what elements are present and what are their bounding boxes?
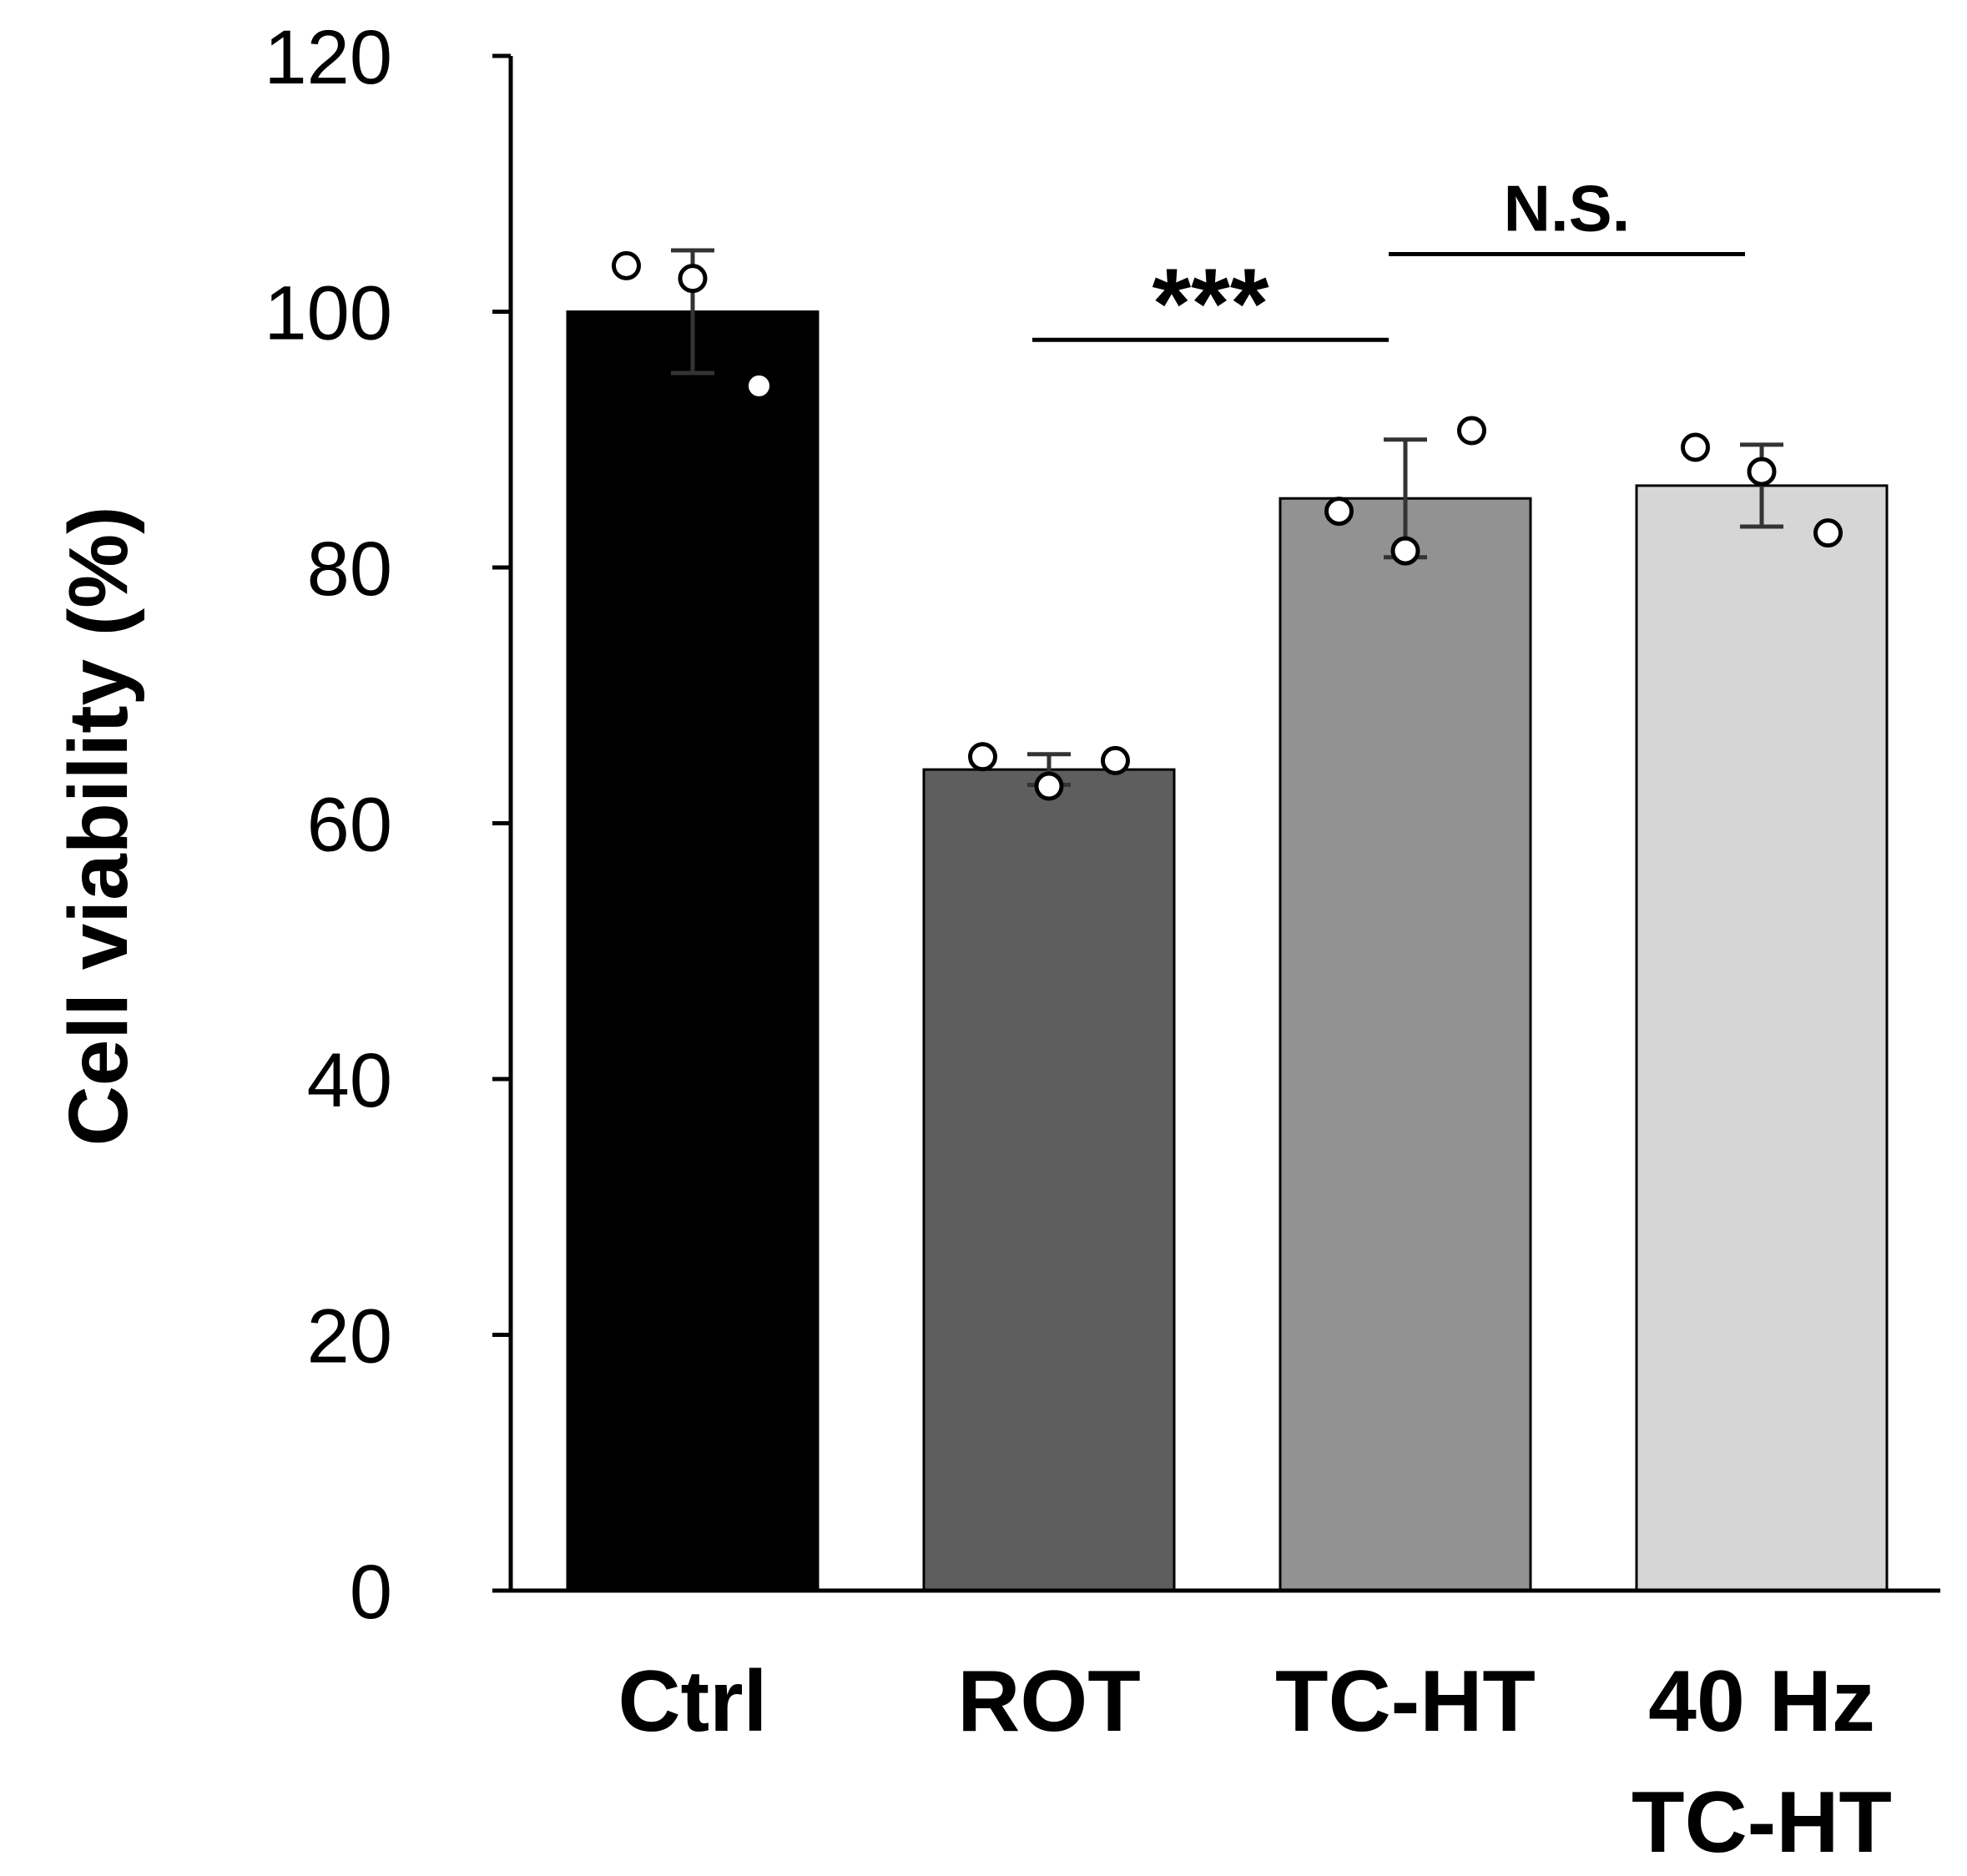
y-axis-title: Cell viability (%) xyxy=(52,507,145,1147)
y-tick-label-20: 20 xyxy=(307,1294,392,1379)
y-tick-label-100: 100 xyxy=(265,271,393,356)
category-label-2: ROT xyxy=(957,1653,1141,1750)
data-point-3-3 xyxy=(1457,416,1486,446)
y-tick-label-120: 120 xyxy=(265,15,393,100)
bar-3 xyxy=(1279,497,1532,1592)
data-point-4-2 xyxy=(1747,456,1777,487)
significance-label-2: N.S. xyxy=(1504,172,1631,245)
axes-layer xyxy=(492,53,1940,1593)
y-tick-label-0: 0 xyxy=(350,1550,392,1635)
data-point-4-1 xyxy=(1681,432,1710,462)
category-label-4-line-1: 40 Hz xyxy=(1648,1653,1875,1750)
bar-1 xyxy=(566,310,820,1592)
data-point-1-1 xyxy=(612,250,641,280)
category-label-4-line-2: TC-HT xyxy=(1632,1774,1892,1871)
data-point-3-2 xyxy=(1390,536,1420,566)
y-tick-label-80: 80 xyxy=(307,527,392,612)
y-tick-label-60: 60 xyxy=(307,783,392,868)
category-label-3: TC-HT xyxy=(1275,1653,1536,1750)
data-point-3-1 xyxy=(1324,497,1354,527)
bar-2 xyxy=(922,768,1176,1592)
significance-layer: *** N.S. xyxy=(1032,172,1745,360)
data-point-1-2 xyxy=(678,264,708,294)
data-point-2-1 xyxy=(968,742,997,772)
significance-label-1: *** xyxy=(1152,248,1268,360)
bar-4 xyxy=(1635,484,1889,1592)
data-point-2-2 xyxy=(1034,771,1064,801)
y-tick-label-40: 40 xyxy=(307,1038,392,1123)
bars-layer xyxy=(566,310,1889,1592)
data-point-2-3 xyxy=(1101,745,1130,775)
labels-layer: 0 20 40 60 80 100 120 Ctrl ROT TC-HT 40 Hz TC-HT xyxy=(265,15,1892,1871)
data-points-layer xyxy=(612,250,1843,801)
category-label-1: Ctrl xyxy=(618,1653,767,1750)
data-point-4-3 xyxy=(1813,518,1843,548)
data-point-1-3 xyxy=(744,371,774,401)
